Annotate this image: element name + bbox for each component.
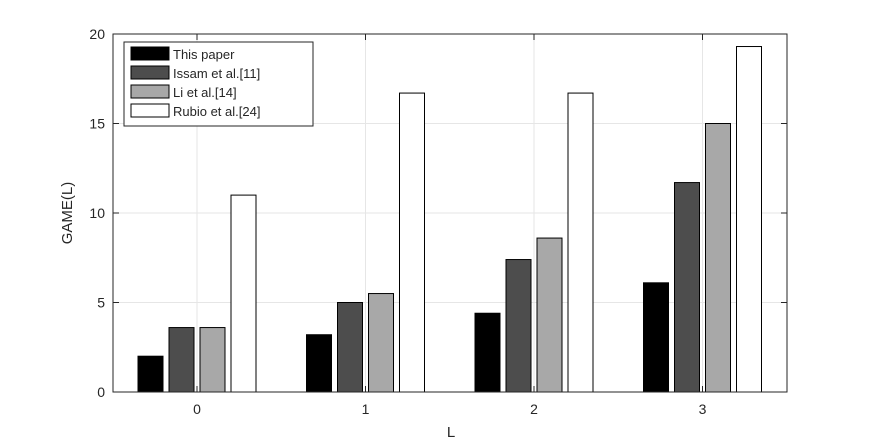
bar-series-2-cat-1: [368, 293, 394, 393]
bar-series-1-cat-2: [505, 259, 532, 393]
y-tick-label: 20: [89, 26, 105, 42]
x-tick-label: 3: [699, 401, 707, 417]
y-axis-label: GAME(L): [59, 182, 76, 245]
legend-label: Li et al.[14]: [173, 85, 237, 100]
legend-label: This paper: [173, 47, 235, 62]
x-tick-label: 2: [530, 401, 538, 417]
y-axis-ticks: 0 5 10 15 20: [89, 26, 787, 400]
bar-series-1-cat-1: [337, 302, 363, 393]
legend: This paper Issam et al.[11] Li et al.[14] R…: [123, 41, 314, 127]
x-axis-ticks: 0 1 2 3: [193, 34, 707, 417]
legend-swatch: [130, 84, 170, 99]
legend-label: Rubio et al.[24]: [173, 104, 260, 119]
y-tick-label: 5: [97, 295, 105, 311]
bar-series-2-cat-2: [536, 237, 563, 393]
legend-swatch: [130, 103, 170, 118]
y-tick-label: 15: [89, 116, 105, 132]
bar-series-3-cat-3: [736, 46, 762, 393]
bar-series-3-cat-2: [567, 92, 594, 393]
x-tick-label: 0: [193, 401, 201, 417]
y-tick-label: 0: [97, 384, 105, 400]
bars-group: [137, 46, 762, 393]
bar-series-0-cat-2: [474, 312, 501, 393]
legend-swatch: [130, 65, 170, 80]
bar-series-0-cat-1: [306, 334, 332, 393]
y-tick-label: 10: [89, 205, 105, 221]
bar-series-3-cat-0: [230, 194, 257, 393]
bar-series-2-cat-3: [705, 123, 731, 393]
bar-series-0-cat-0: [137, 355, 164, 393]
x-tick-label: 1: [362, 401, 370, 417]
legend-label: Issam et al.[11]: [173, 66, 260, 81]
bar-series-1-cat-3: [674, 182, 700, 393]
bar-series-2-cat-0: [199, 327, 226, 393]
bar-series-3-cat-1: [399, 92, 425, 393]
bar-series-1-cat-0: [168, 327, 195, 393]
bar-series-0-cat-3: [643, 282, 669, 393]
x-axis-label: L: [447, 424, 455, 441]
legend-swatch: [130, 46, 170, 61]
